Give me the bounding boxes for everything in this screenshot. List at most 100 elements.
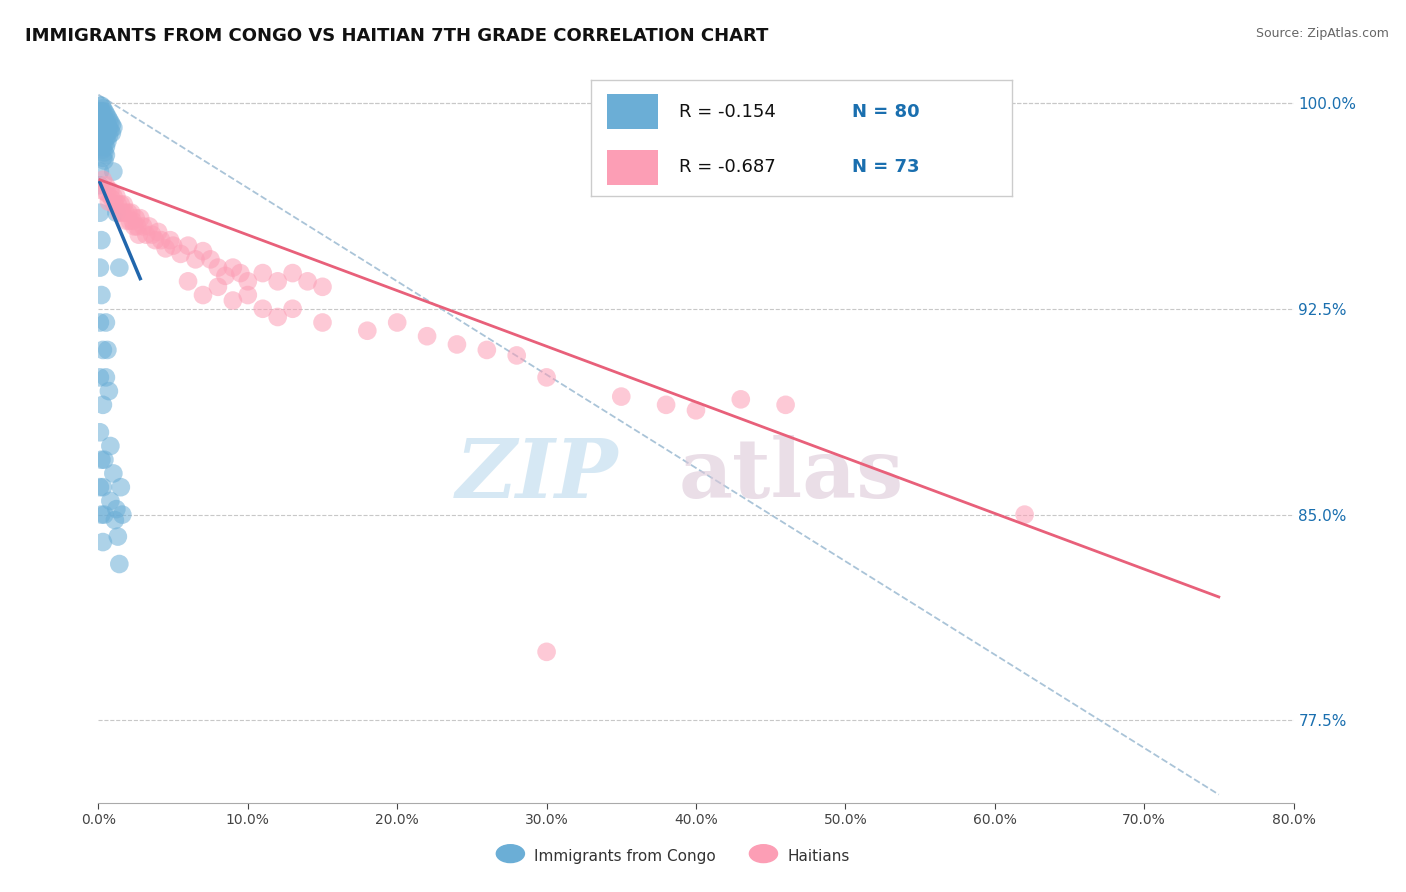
Point <box>159 233 181 247</box>
Point <box>91 151 114 165</box>
Point <box>90 233 112 247</box>
Point <box>103 164 125 178</box>
Point <box>108 557 131 571</box>
Point <box>103 120 125 135</box>
Point <box>311 316 333 330</box>
Point <box>89 178 111 193</box>
Point <box>111 508 134 522</box>
Point <box>135 227 157 242</box>
Point <box>252 266 274 280</box>
Point <box>281 266 304 280</box>
Point <box>94 131 117 145</box>
Point <box>89 260 111 275</box>
Text: IMMIGRANTS FROM CONGO VS HAITIAN 7TH GRADE CORRELATION CHART: IMMIGRANTS FROM CONGO VS HAITIAN 7TH GRA… <box>25 27 769 45</box>
Point <box>115 214 138 228</box>
Point <box>96 343 118 357</box>
Point <box>94 107 117 121</box>
Point <box>91 173 114 187</box>
Point <box>93 137 115 152</box>
Point <box>93 128 115 143</box>
Point <box>104 513 127 527</box>
Point <box>267 274 290 288</box>
Text: Source: ZipAtlas.com: Source: ZipAtlas.com <box>1256 27 1389 40</box>
Point <box>98 494 122 508</box>
Point <box>105 189 128 203</box>
Point <box>90 140 112 154</box>
Point <box>90 123 112 137</box>
Point <box>446 337 468 351</box>
Point <box>89 164 111 178</box>
Point <box>97 120 120 135</box>
Point <box>91 480 114 494</box>
Point <box>111 205 134 219</box>
Point <box>90 288 112 302</box>
Point <box>1014 508 1036 522</box>
Point <box>207 260 229 275</box>
Point <box>93 120 115 135</box>
Point <box>281 301 304 316</box>
Point <box>191 288 214 302</box>
Point <box>177 238 200 252</box>
Point <box>96 126 118 140</box>
Point <box>101 126 124 140</box>
Text: Immigrants from Congo: Immigrants from Congo <box>534 849 716 863</box>
Point <box>91 143 114 157</box>
Point <box>96 134 118 148</box>
Point <box>214 268 236 283</box>
Point <box>129 211 152 226</box>
Point <box>132 219 155 234</box>
Point <box>90 110 112 124</box>
Point <box>252 301 274 316</box>
Point <box>91 535 114 549</box>
Point <box>416 329 439 343</box>
Point <box>90 98 112 112</box>
Point <box>90 131 112 145</box>
Point <box>96 118 118 132</box>
Point <box>89 205 111 219</box>
Point <box>91 126 114 140</box>
Point <box>108 260 131 275</box>
Point <box>94 140 117 154</box>
Point <box>117 205 139 219</box>
Point <box>107 197 129 211</box>
Point <box>148 225 170 239</box>
Point <box>536 370 558 384</box>
Point <box>105 502 128 516</box>
Point <box>94 148 117 162</box>
Point <box>91 184 114 198</box>
Point <box>311 280 333 294</box>
Point <box>297 274 319 288</box>
Point <box>114 205 136 219</box>
Point <box>162 238 184 252</box>
Point <box>229 266 252 280</box>
Point <box>105 205 128 219</box>
Point <box>655 398 678 412</box>
Point <box>90 104 112 119</box>
Point <box>94 316 117 330</box>
Point <box>89 104 111 119</box>
Point <box>143 233 166 247</box>
Point <box>98 115 122 129</box>
Point <box>236 288 259 302</box>
Point <box>91 343 114 357</box>
Point <box>128 227 150 242</box>
Point <box>91 102 114 116</box>
Point <box>97 128 120 143</box>
Point <box>177 274 200 288</box>
Point <box>93 153 115 168</box>
Point <box>236 274 259 288</box>
Point <box>356 324 378 338</box>
Point <box>536 645 558 659</box>
Point <box>98 439 122 453</box>
Point <box>94 178 117 193</box>
Point <box>141 227 163 242</box>
Point <box>169 247 191 261</box>
Text: ZIP: ZIP <box>456 434 619 515</box>
Point <box>90 508 112 522</box>
Point <box>93 104 115 119</box>
Point <box>89 112 111 127</box>
Text: Haitians: Haitians <box>787 849 849 863</box>
Point <box>191 244 214 259</box>
Point <box>96 110 118 124</box>
Point <box>610 390 633 404</box>
